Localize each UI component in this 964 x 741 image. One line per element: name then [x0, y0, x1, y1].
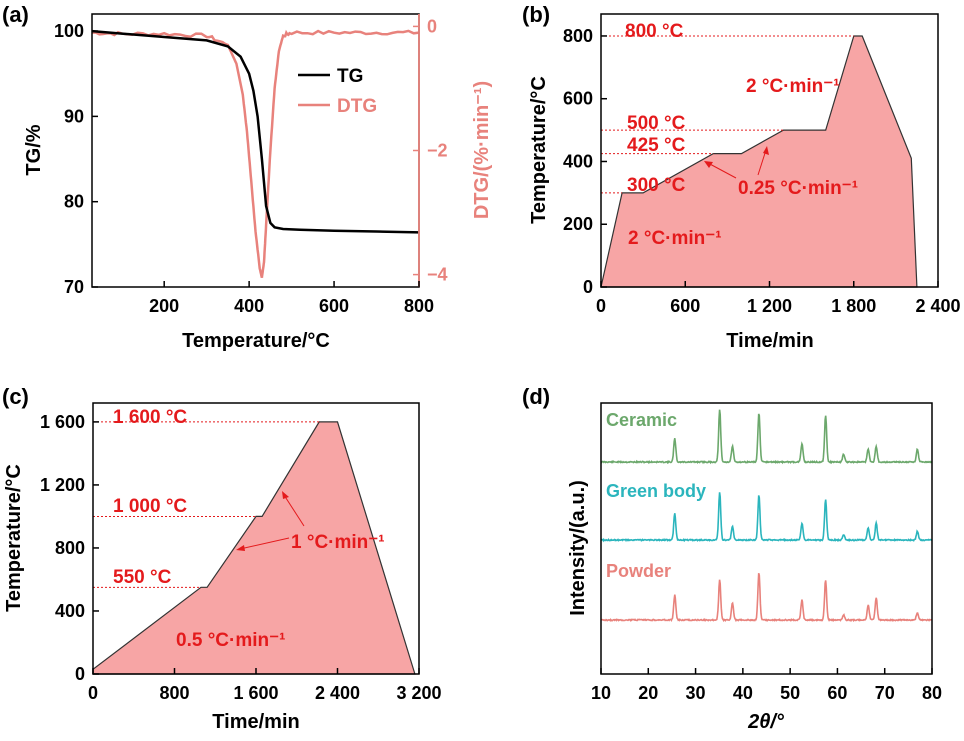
arrow-to-ramp-1 [707, 162, 737, 179]
panel-a-ylabel: TG/% [23, 124, 45, 175]
panel-c-label: (c) [2, 384, 29, 409]
panel-a-dtg-ytick-label: −2 [427, 141, 448, 161]
panel-a-dtg-ytick-label: 0 [427, 16, 437, 36]
panel-d-xtick-label: 50 [780, 683, 800, 703]
panel-b-ytick-label: 0 [583, 277, 593, 297]
panel-a-xtick-label: 400 [234, 296, 264, 316]
panel-b-ytick-label: 400 [563, 151, 593, 171]
panel-a-xtick-label: 800 [404, 296, 434, 316]
arrow-to-ramp-2 [757, 149, 767, 176]
annotation-550c: 550 °C [113, 567, 172, 588]
panel-a-label: (a) [2, 2, 29, 27]
panel-c-xtick-label: 2 400 [315, 683, 360, 703]
panel-d-xlabel: 2θ/° [747, 711, 785, 733]
arrowhead-ramp-2 [763, 146, 769, 155]
heating-profile-area [600, 35, 918, 288]
panel-d: (d) 10 20 30 40 50 60 70 80 2θ/° Intensity/(a.u… [522, 384, 942, 733]
panel-a-xlabel: Temperature/°C [182, 330, 330, 352]
panel-d-xtick-label: 30 [686, 683, 706, 703]
annotation-300c: 300 °C [627, 175, 686, 196]
annotation-rate-2-lower: 2 °C·min⁻¹ [628, 228, 722, 249]
panel-b-xlabel: Time/min [726, 330, 813, 352]
panel-c-xtick-label: 1 600 [233, 683, 278, 703]
panel-a-dtg-ytick-label: −4 [427, 265, 448, 285]
annotation-rate-05: 0.5 °C·min⁻¹ [176, 630, 285, 651]
panel-d-xtick-label: 70 [875, 683, 895, 703]
panel-c-ylabel: Temperature/°C [3, 464, 25, 612]
panel-a-xtick-label: 200 [149, 296, 179, 316]
annotation-rate-025: 0.25 °C·min⁻¹ [738, 178, 858, 199]
annotation-rate-2-upper: 2 °C·min⁻¹ [746, 76, 840, 97]
xrd-pattern-green-body [600, 492, 933, 543]
panel-b-label: (b) [522, 2, 550, 27]
panel-d-frame [600, 402, 933, 675]
panel-c-ytick-label: 1 600 [40, 412, 85, 432]
panel-b-ylabel: Temperature/°C [528, 76, 550, 224]
panel-d-xtick-label: 40 [733, 683, 753, 703]
annotation-500c: 500 °C [627, 113, 686, 134]
panel-c-ytick-label: 0 [75, 664, 85, 684]
dtg-curve [91, 29, 420, 279]
xrd-pattern-ceramic [600, 409, 932, 465]
panel-d-xtick-label: 10 [591, 683, 611, 703]
panel-c-ytick-label: 400 [55, 601, 85, 621]
panel-d-xtick-label: 60 [827, 683, 847, 703]
legend-tg-label: TG [337, 66, 363, 87]
panel-b-xtick-label: 0 [596, 296, 606, 316]
arrowhead-ramp-lower [236, 545, 245, 551]
annotation-rate-1: 1 °C·min⁻¹ [291, 532, 385, 553]
label-green-body: Green body [606, 481, 706, 501]
sintering-profile-area [92, 421, 416, 675]
panel-a-ytick-label: 70 [64, 277, 84, 297]
arrow-to-ramp-upper [283, 494, 305, 527]
annotation-1600c: 1 600 °C [113, 407, 187, 428]
label-ceramic: Ceramic [606, 410, 677, 430]
panel-a-frame [91, 13, 420, 288]
legend-dtg-label: DTG [337, 96, 377, 117]
panel-d-label: (d) [522, 384, 550, 409]
arrowhead-ramp-upper [282, 491, 289, 499]
panel-d-ylabel: Intensity/(a.u.) [567, 480, 589, 616]
annotation-1000c: 1 000 °C [113, 496, 187, 517]
annotation-800c: 800 °C [625, 21, 684, 42]
panel-a: (a) 200 400 600 800 70 80 90 100 0 −2 −4 Tempera… [2, 2, 493, 352]
xrd-pattern-powder [600, 572, 932, 623]
annotation-425c: 425 °C [627, 135, 686, 156]
panel-b: (b) 0 600 1 200 1 800 2 400 0 200 400 600 800 Ti… [522, 2, 961, 352]
panel-b-ytick-label: 800 [563, 26, 593, 46]
panel-a-ytick-label: 80 [64, 192, 84, 212]
panel-a-ytick-label: 90 [64, 106, 84, 126]
tg-curve [91, 29, 420, 234]
panel-b-ytick-label: 200 [563, 214, 593, 234]
panel-a-y2label: DTG/(%·min⁻¹) [471, 81, 493, 219]
panel-a-ytick-label: 100 [54, 21, 84, 41]
panel-c-xtick-label: 800 [159, 683, 189, 703]
panel-c-xtick-label: 3 200 [396, 683, 441, 703]
panel-b-xtick-label: 2 400 [915, 296, 960, 316]
panel-b-xtick-label: 1 800 [831, 296, 876, 316]
arrow-to-ramp-lower [239, 537, 290, 550]
panel-d-xtick-label: 20 [638, 683, 658, 703]
label-powder: Powder [606, 561, 671, 581]
panel-c: (c) 0 800 1 600 2 400 3 200 0 400 800 1 200 1 60… [2, 384, 442, 733]
panel-a-xtick-label: 600 [319, 296, 349, 316]
panel-c-ytick-label: 1 200 [40, 475, 85, 495]
panel-b-xtick-label: 600 [670, 296, 700, 316]
panel-c-xtick-label: 0 [88, 683, 98, 703]
panel-b-ytick-label: 600 [563, 89, 593, 109]
panel-c-ytick-label: 800 [55, 538, 85, 558]
panel-c-xlabel: Time/min [212, 711, 299, 733]
arrowhead-ramp-1 [704, 161, 713, 168]
panel-b-xtick-label: 1 200 [747, 296, 792, 316]
panel-d-xtick-label: 80 [922, 683, 942, 703]
